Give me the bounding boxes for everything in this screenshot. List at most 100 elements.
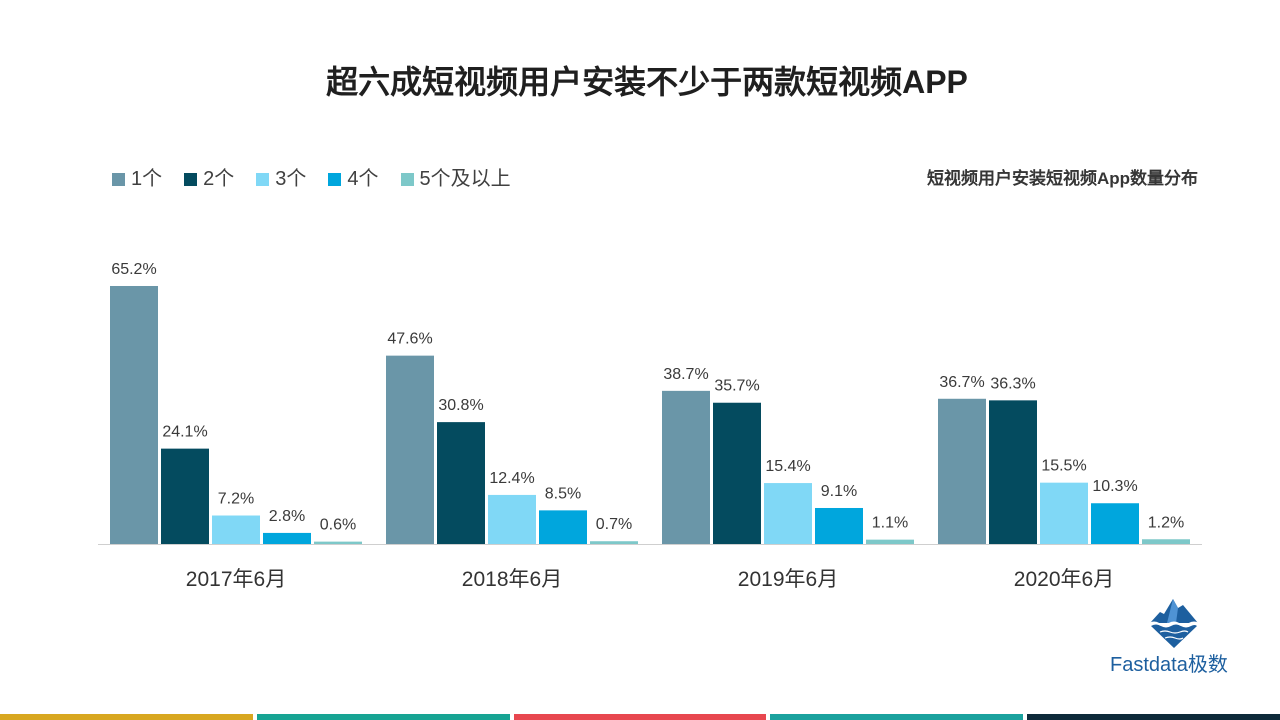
legend-swatch-3 <box>256 172 270 186</box>
value-suffix: % <box>1170 514 1184 531</box>
value-number: 30.8 <box>438 397 469 414</box>
value-label-1-series-2: 24.1% <box>162 424 207 441</box>
value-label-4-series-4: 10.3% <box>1092 478 1137 495</box>
bar-3-series-1 <box>662 390 710 544</box>
value-number: 38.7 <box>663 366 694 383</box>
bar-2-series-3 <box>488 494 536 544</box>
bar-chart: 65.2%24.1%7.2%2.8%0.6%2017年6月47.6%30.8%1… <box>98 261 1202 591</box>
value-number: 10.3 <box>1092 478 1123 495</box>
value-number: 65.2 <box>111 261 142 278</box>
value-number: 1.1 <box>872 515 894 532</box>
value-label-2-series-3: 12.4% <box>489 470 534 487</box>
bar-group-4: 36.7% 36.3%15.5%10.3%1.2% <box>938 374 1190 544</box>
bar-2-series-5 <box>590 541 638 544</box>
bar-group-1: 65.2%24.1%7.2%2.8%0.6% <box>110 261 362 544</box>
bar-1-series-4 <box>263 532 311 544</box>
x-tick-label-3: 2019年6月 <box>738 568 838 591</box>
value-number: 35.7 <box>714 378 745 395</box>
value-label-3-series-1: 38.7% <box>663 366 708 383</box>
bar-1-series-3 <box>212 515 260 544</box>
legend-swatch-4 <box>328 172 342 186</box>
footer-strip-3 <box>513 714 767 720</box>
value-label-2-series-2: 30.8% <box>438 397 483 414</box>
value-label-4-series-3: 15.5% <box>1041 458 1086 475</box>
value-suffix: % <box>240 491 254 508</box>
value-number: 2.8 <box>269 508 291 525</box>
value-number: 9.1 <box>821 483 843 500</box>
iceberg-waterline <box>1148 621 1200 627</box>
legend-item-3: 3个 <box>256 166 306 192</box>
value-number: 36.3 <box>990 375 1021 392</box>
x-tick-label-1: 2017年6月 <box>186 568 286 591</box>
bar-4-series-4 <box>1091 503 1139 544</box>
value-number: 0.7 <box>596 516 618 533</box>
bar-4-series-1 <box>938 398 986 544</box>
value-label-4-series-2: 36.3% <box>990 375 1035 392</box>
legend-swatch-5 <box>400 172 414 186</box>
footer-strip-5 <box>1027 714 1280 720</box>
legend-swatch-2 <box>184 172 198 186</box>
value-number: 7.2 <box>218 491 240 508</box>
iceberg-submerged <box>1151 624 1197 648</box>
value-suffix: % <box>970 374 984 391</box>
value-suffix: % <box>193 424 207 441</box>
legend-label-2: 2个 <box>203 168 235 190</box>
value-number: 12.4 <box>489 470 520 487</box>
legend-label-5: 5个及以上 <box>419 168 511 190</box>
legend-item-2: 2个 <box>184 166 234 192</box>
value-label-1-series-3: 7.2% <box>218 491 254 508</box>
bar-4-series-3 <box>1040 482 1088 544</box>
value-suffix: % <box>1072 458 1086 475</box>
value-suffix: % <box>843 483 857 500</box>
value-suffix: % <box>291 508 305 525</box>
value-label-1-series-1: 65.2% <box>111 261 156 278</box>
value-suffix: % <box>745 378 759 395</box>
bar-2-series-1 <box>386 355 434 544</box>
value-number: 24.1 <box>162 424 193 441</box>
bar-group-3: 38.7%35.7%15.4%9.1%1.1% <box>662 366 914 544</box>
value-label-2-series-5: 0.7% <box>596 516 632 533</box>
bar-group-2: 47.6% 30.8% 12.4% 8.5% 0.7% <box>386 331 638 544</box>
legend-item-4: 4个 <box>328 166 379 192</box>
bar-1-series-5 <box>314 541 362 544</box>
value-suffix: % <box>418 331 432 348</box>
chart-subtitle: 短视频用户安装短视频App数量分布 <box>926 169 1198 188</box>
legend-label-1: 1个 <box>131 168 163 190</box>
value-label-1-series-5: 0.6% <box>320 517 356 534</box>
chart-legend: 1个 2个 3个 4个 5个及以上 <box>112 166 511 192</box>
legend-item-5: 5个及以上 <box>400 166 511 192</box>
value-number: 15.4 <box>765 458 796 475</box>
bar-3-series-2 <box>713 402 761 544</box>
value-suffix: % <box>694 366 708 383</box>
value-suffix: % <box>1123 478 1137 495</box>
footer-strip-2 <box>256 714 510 720</box>
bar-4-series-2 <box>989 400 1037 544</box>
bar-1-series-2 <box>161 448 209 544</box>
value-number: 36.7 <box>939 374 970 391</box>
value-suffix: % <box>1021 375 1035 392</box>
footer-color-strips <box>0 714 1280 720</box>
legend-swatch-1 <box>112 172 125 186</box>
bar-2-series-4 <box>539 510 587 544</box>
bar-1-series-1 <box>110 285 158 544</box>
footer-strip-1 <box>0 714 253 720</box>
value-label-3-series-2: 35.7% <box>714 378 759 395</box>
legend-label-3: 3个 <box>275 168 307 190</box>
bar-3-series-4 <box>815 507 863 544</box>
value-label-1-series-4: 2.8% <box>269 508 305 525</box>
value-number: 47.6 <box>387 331 418 348</box>
value-suffix: % <box>796 458 810 475</box>
x-tick-label-4: 2020年6月 <box>1014 568 1114 591</box>
value-suffix: % <box>342 517 356 534</box>
value-label-2-series-1: 47.6% <box>387 331 432 348</box>
bar-3-series-5 <box>866 539 914 544</box>
value-suffix: % <box>142 261 156 278</box>
value-label-4-series-5: 1.2% <box>1148 514 1184 531</box>
value-number: 8.5 <box>545 485 567 502</box>
value-suffix: % <box>894 515 908 532</box>
value-number: 0.6 <box>320 517 342 534</box>
value-label-3-series-3: 15.4% <box>765 458 810 475</box>
legend-label-4: 4个 <box>347 168 379 190</box>
footer-strip-4 <box>770 714 1024 720</box>
